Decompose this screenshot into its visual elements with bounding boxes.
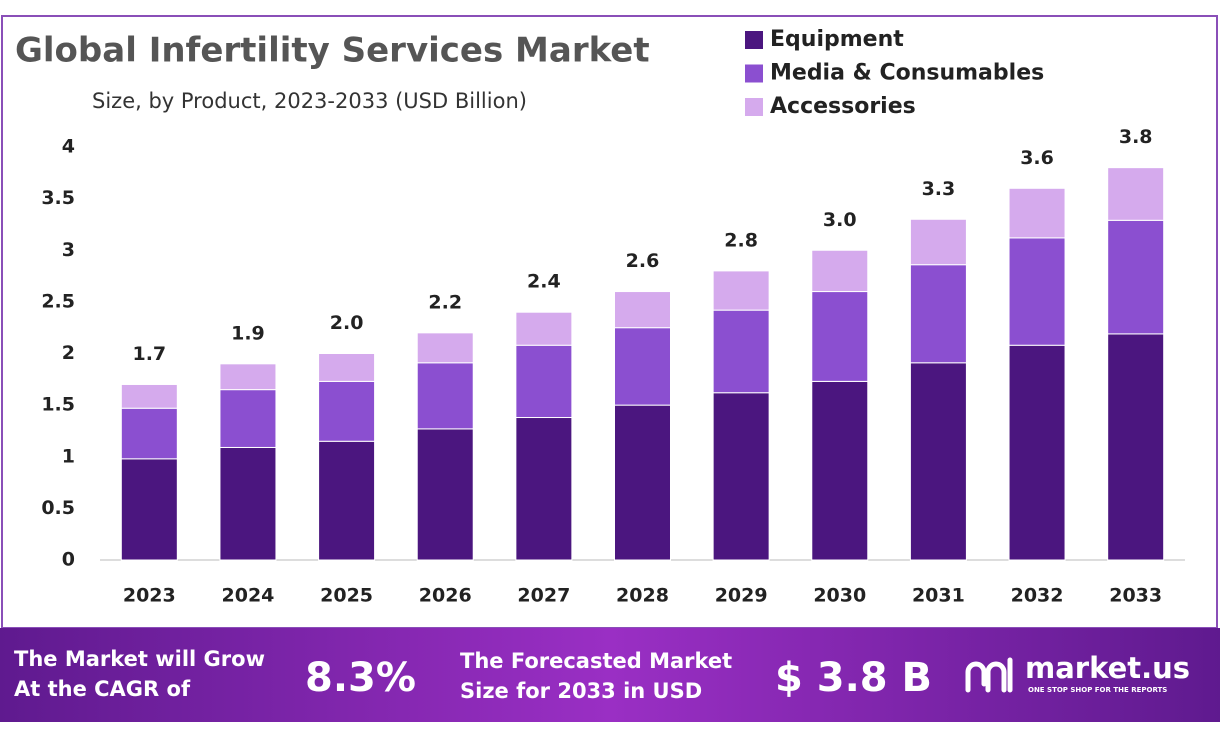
bar-segment (909, 264, 967, 364)
bar-segment (219, 389, 277, 448)
legend-label: Media & Consumables (770, 61, 1044, 86)
x-tick-label: 2030 (813, 585, 866, 607)
forecast-text: Size for 2033 in USD (460, 679, 702, 703)
y-tick-label: 3.5 (41, 187, 75, 209)
x-tick-label: 2023 (123, 585, 176, 607)
bar-segment (219, 363, 277, 391)
bar-segment (712, 309, 770, 394)
bar-segment (614, 404, 671, 561)
x-tick-label: 2025 (320, 585, 373, 607)
bar-segment (515, 417, 573, 561)
bar-segment (416, 332, 474, 364)
forecast-value: $ 3.8 B (775, 655, 932, 701)
bar-segment (1008, 237, 1066, 346)
bar-segment (120, 383, 178, 409)
bar-segment (1107, 167, 1165, 221)
y-tick-label: 0.5 (41, 497, 75, 519)
bar-segment (515, 311, 573, 346)
brand-logo (965, 657, 1013, 693)
x-tick-label: 2031 (912, 585, 965, 607)
legend-swatch (745, 31, 763, 49)
forecast-text: The Forecasted Market (460, 649, 732, 673)
x-tick-label: 2027 (517, 585, 570, 607)
bar-segment (318, 380, 376, 442)
total-label: 3.8 (1119, 126, 1153, 148)
y-tick-label: 0 (62, 549, 75, 571)
x-tick-label: 2026 (419, 585, 472, 607)
bar-segment (712, 392, 770, 561)
total-label: 1.9 (231, 322, 265, 344)
bar-segment (811, 291, 869, 382)
cagr-text: At the CAGR of (14, 677, 191, 701)
legend-label: Accessories (770, 94, 916, 119)
y-tick-label: 4 (62, 136, 75, 158)
legend-swatch (745, 64, 763, 83)
x-tick-label: 2024 (222, 585, 275, 607)
bar-segment (811, 249, 869, 293)
bar-segment (120, 407, 178, 460)
bar-segment (318, 353, 376, 382)
cagr-value: 8.3% (305, 655, 416, 701)
y-tick-label: 2.5 (41, 290, 75, 312)
y-tick-label: 1 (62, 445, 75, 467)
x-tick-label: 2029 (715, 585, 768, 607)
chart-subtitle: Size, by Product, 2023-2033 (USD Billion… (92, 89, 527, 113)
bar-segment (1107, 219, 1165, 335)
total-label: 2.4 (527, 271, 561, 293)
brand: market.us (1025, 651, 1190, 685)
bar-segment (909, 362, 967, 561)
total-label: 2.8 (724, 229, 758, 251)
total-label: 3.0 (823, 209, 857, 231)
total-label: 3.3 (922, 178, 956, 200)
bar-segment (614, 327, 671, 406)
bar-segment (416, 428, 474, 561)
bar-segment (416, 362, 474, 430)
total-label: 2.6 (626, 250, 660, 272)
bar-segment (712, 270, 770, 311)
bar-segment (614, 291, 671, 329)
total-label: 3.6 (1020, 147, 1054, 169)
bar-segment (811, 380, 869, 561)
bar-segment (515, 344, 573, 419)
y-tick-label: 2 (62, 342, 75, 364)
bar-segment (1008, 344, 1066, 561)
footer-banner (0, 628, 1220, 722)
x-tick-label: 2028 (616, 585, 669, 607)
bar-segment (318, 440, 376, 561)
cagr-text: The Market will Grow (14, 647, 265, 671)
x-tick-label: 2033 (1109, 585, 1162, 607)
bar-segment (1008, 187, 1066, 239)
bar-segment (909, 218, 967, 266)
brand-tagline: ONE STOP SHOP FOR THE REPORTS (1028, 686, 1167, 694)
x-tick-label: 2032 (1011, 585, 1064, 607)
bar-segment (219, 446, 277, 561)
y-tick-label: 1.5 (41, 394, 75, 416)
total-label: 2.0 (330, 312, 364, 334)
total-label: 2.2 (428, 291, 462, 313)
legend-swatch (745, 98, 763, 116)
total-label: 1.7 (132, 343, 166, 365)
y-tick-label: 3 (62, 239, 75, 261)
bar-segment (120, 458, 178, 561)
bar-segment (1107, 333, 1165, 561)
chart-title: Global Infertility Services Market (15, 31, 650, 71)
legend-label: Equipment (770, 27, 904, 52)
